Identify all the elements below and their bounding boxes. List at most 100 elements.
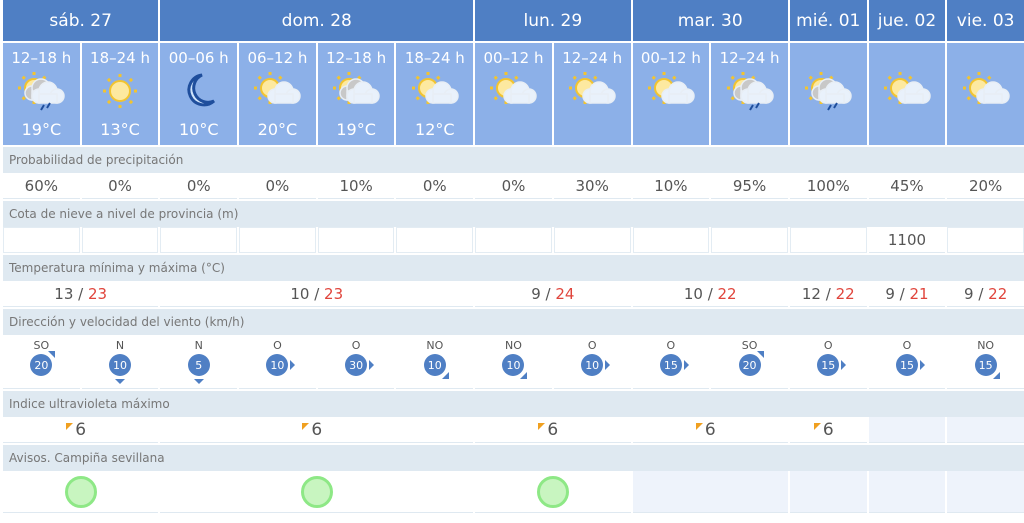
period-hours <box>790 49 867 67</box>
day-header[interactable]: sáb. 27 <box>3 0 159 43</box>
alert-green-circle-icon[interactable] <box>64 475 97 508</box>
alert-cell <box>160 471 474 513</box>
uv-flag-icon <box>813 422 821 430</box>
precip-value: 30% <box>553 173 631 199</box>
period-cell: 12–24 h <box>711 43 788 145</box>
wind-arrow-icon <box>992 372 1000 379</box>
period-hours: 06–12 h <box>247 49 308 67</box>
temp-max: 23 <box>324 284 344 303</box>
wind-speed-value: 15 <box>663 358 678 372</box>
wind-speed-value: 20 <box>34 358 49 372</box>
precip-value: 10% <box>317 173 395 199</box>
wind-speed-value: 5 <box>195 358 203 372</box>
temp-range: 10 / 23 <box>160 281 474 307</box>
day-header-row: sáb. 27 dom. 28 lun. 29 mar. 30 mié. 01 jue. … <box>3 0 1024 43</box>
period-hours: 00–12 h <box>483 49 544 67</box>
snow-value <box>475 227 552 253</box>
wind-cell: NO 15 <box>947 335 1024 389</box>
alert-green-circle-icon[interactable] <box>536 475 569 508</box>
wind-direction: N <box>115 339 125 352</box>
wind-arrow-icon <box>369 360 375 370</box>
wind-speed-value: 10 <box>506 358 521 372</box>
uv-value: 6 <box>813 420 834 440</box>
period-cell: 18–24 h 12°C <box>396 43 474 145</box>
snow-value: 1100 <box>868 227 946 253</box>
precip-value: 10% <box>632 173 710 199</box>
day-header[interactable]: mar. 30 <box>632 0 788 43</box>
temp-label: Temperatura mínima y máxima (°C) <box>3 255 1024 281</box>
wind-arrow-icon <box>520 372 528 379</box>
period-hours: 00–06 h <box>168 49 229 67</box>
wind-cell: O 15 <box>632 335 710 389</box>
wind-arrow-icon <box>683 360 689 370</box>
uv-value: 6 <box>538 420 558 440</box>
snow-value <box>947 227 1024 253</box>
wind-speed-value: 30 <box>349 358 364 372</box>
weather-sun-icon <box>82 71 159 111</box>
uv-value: 6 <box>302 420 322 440</box>
snow-value <box>711 227 788 253</box>
period-cell: 12–18 h 19°C <box>3 43 80 145</box>
snow-value <box>3 227 80 253</box>
period-temp: 13°C <box>100 120 140 139</box>
day-header[interactable]: jue. 02 <box>868 0 946 43</box>
period-temp: 20°C <box>257 120 298 139</box>
alert-cell <box>789 471 867 513</box>
wind-speed-value: 10 <box>113 358 128 372</box>
wind-cell: O 30 <box>317 335 395 389</box>
temp-sep: / <box>894 284 910 303</box>
day-header[interactable]: vie. 03 <box>947 0 1024 43</box>
precip-value: 0% <box>396 173 474 199</box>
temp-min: 12 <box>801 284 821 303</box>
snow-value <box>632 227 710 253</box>
wind-speed: 10 <box>502 354 528 379</box>
period-cell <box>947 43 1024 145</box>
period-hours <box>869 49 946 67</box>
period-hours: 12–18 h <box>326 49 387 67</box>
wind-direction: NO <box>977 339 995 352</box>
weather-sun-cloud-icon <box>947 71 1024 111</box>
wind-label: Dirección y velocidad del viento (km/h) <box>3 309 1024 335</box>
uv-cell <box>868 417 946 443</box>
snow-label: Cota de nieve a nivel de provincia (m) <box>3 201 1024 227</box>
wind-cell: SO 20 <box>3 335 80 389</box>
day-header[interactable]: lun. 29 <box>475 0 631 43</box>
uv-label: Indice ultravioleta máximo <box>3 391 1024 417</box>
alert-green-circle-icon[interactable] <box>300 475 333 508</box>
wind-speed: 20 <box>30 351 56 376</box>
wind-arrow-icon <box>841 360 847 370</box>
wind-arrow-icon <box>48 351 56 358</box>
period-hours: 00–12 h <box>640 49 701 67</box>
alerts-row <box>3 471 1024 513</box>
temp-range: 9 / 21 <box>868 281 946 307</box>
wind-arrow-icon <box>919 360 925 370</box>
wind-cell: NO 10 <box>396 335 474 389</box>
temp-max: 22 <box>988 284 1008 303</box>
uv-cell: 6 <box>789 417 867 443</box>
period-hours: 12–24 h <box>562 49 623 67</box>
wind-direction: O <box>902 339 912 352</box>
uv-flag-icon <box>66 422 74 430</box>
period-temp: 19°C <box>336 120 376 139</box>
day-header[interactable]: dom. 28 <box>160 0 474 43</box>
weather-sun-cloud-icon <box>396 71 473 111</box>
uv-cell: 6 <box>3 417 159 443</box>
wind-cell: NO 10 <box>475 335 552 389</box>
day-header[interactable]: mié. 01 <box>789 0 867 43</box>
precip-label: Probabilidad de precipitación <box>3 147 1024 173</box>
temp-max: 22 <box>835 284 855 303</box>
precip-value: 100% <box>789 173 867 199</box>
wind-direction: O <box>351 339 361 352</box>
wind-cell: O 15 <box>868 335 946 389</box>
wind-direction: SO <box>33 339 50 352</box>
wind-direction: N <box>194 339 203 352</box>
period-cell: 06–12 h 20°C <box>239 43 316 145</box>
wind-direction: SO <box>741 339 758 352</box>
period-cell: 12–24 h <box>553 43 631 145</box>
wind-direction: O <box>666 339 676 352</box>
uv-flag-icon <box>538 422 546 430</box>
temp-row: 13 / 23 10 / 23 9 / 24 10 / 22 12 / 22 9 / 21… <box>3 281 1024 307</box>
temp-min: 9 <box>964 284 974 303</box>
temp-range: 13 / 23 <box>3 281 159 307</box>
